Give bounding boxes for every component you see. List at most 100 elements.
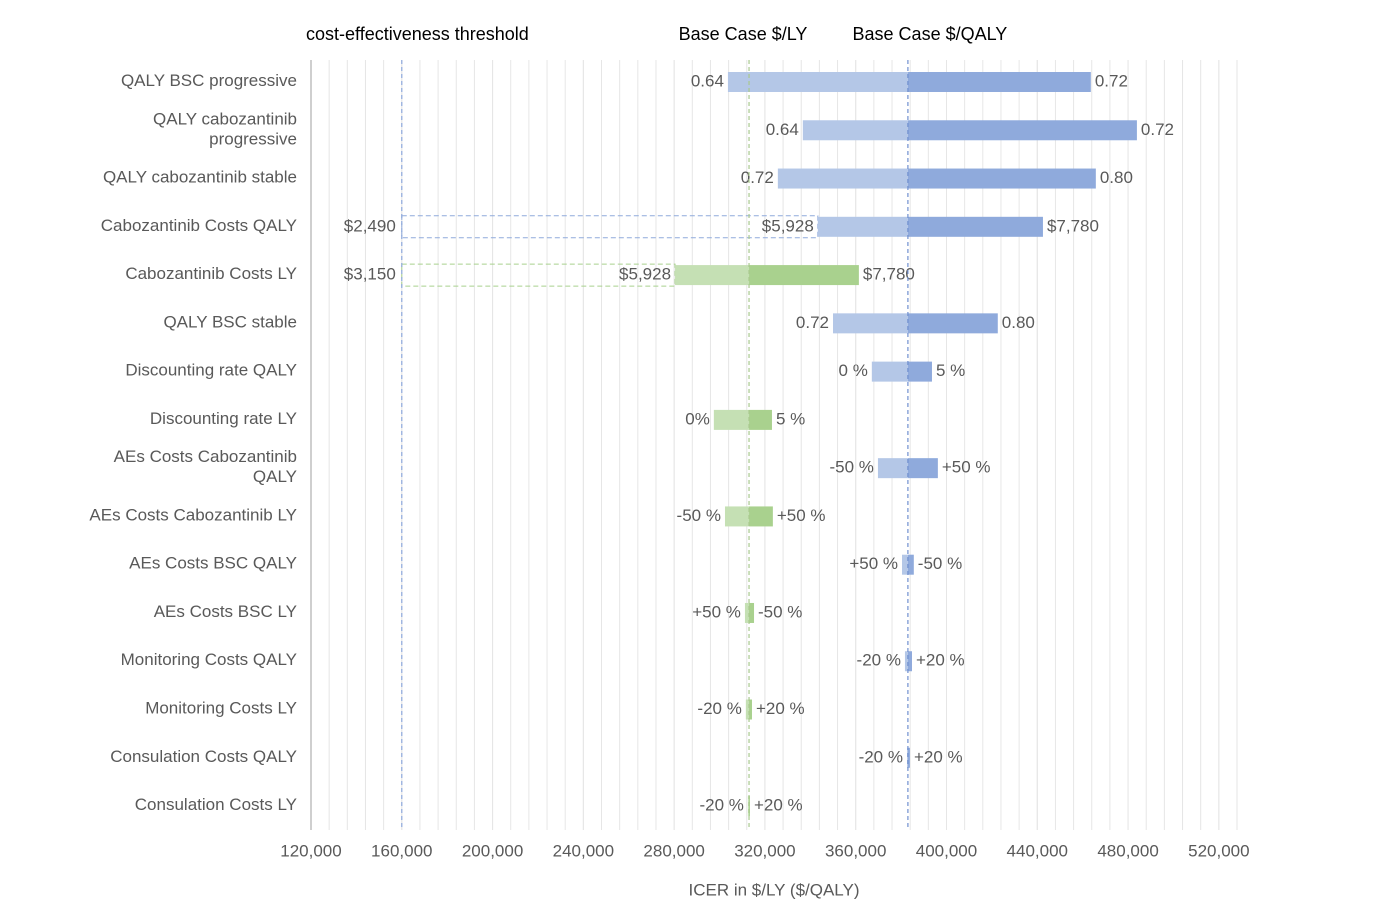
- category-label: Monitoring Costs LY: [145, 699, 297, 718]
- low-label: 0%: [685, 409, 710, 428]
- category-label: Consulation Costs QALY: [110, 747, 297, 766]
- high-label: 5 %: [776, 409, 805, 428]
- threshold-extension: [401, 263, 676, 287]
- threshold-title: cost-effectiveness threshold: [306, 24, 529, 44]
- low-bar: [817, 216, 908, 237]
- category-label-line: Consulation Costs QALY: [110, 747, 297, 766]
- category-label: QALY cabozantinib progressive: [153, 110, 297, 149]
- low-bar: [902, 554, 908, 575]
- low-label: 0 %: [839, 361, 868, 380]
- high-bar: [749, 602, 755, 623]
- low-bar: [744, 602, 750, 623]
- high-label: 0.80: [1100, 168, 1133, 187]
- high-label: 0.72: [1141, 120, 1174, 139]
- category-label: QALY BSC stable: [163, 313, 297, 332]
- low-bar: [877, 458, 908, 479]
- category-label: Discounting rate LY: [150, 409, 297, 428]
- low-label: 0.64: [691, 71, 724, 90]
- low-bar: [777, 168, 908, 189]
- category-label: Monitoring Costs QALY: [121, 651, 297, 670]
- low-bar: [906, 747, 908, 768]
- low-label: 0.64: [766, 120, 799, 139]
- high-bar: [749, 506, 773, 527]
- high-bar: [907, 72, 1091, 92]
- low-bar: [713, 409, 750, 430]
- high-bar: [749, 699, 752, 720]
- category-label-line: Cabozantinib Costs LY: [125, 265, 297, 284]
- category-label: QALY BSC progressive: [121, 71, 297, 90]
- low-label: 0.72: [741, 168, 774, 187]
- low-label: +50 %: [692, 602, 741, 621]
- high-label: +20 %: [756, 699, 805, 718]
- high-label: $7,780: [1047, 216, 1099, 235]
- low-label: -20 %: [699, 796, 743, 815]
- low-bar: [833, 313, 908, 334]
- high-bar: [907, 651, 912, 672]
- category-label-line: Consulation Costs LY: [135, 796, 297, 815]
- high-bar: [749, 265, 859, 286]
- high-label: +50 %: [942, 458, 991, 477]
- base-case-title: Base Case $/QALY: [853, 24, 1008, 44]
- low-label: $5,928: [619, 265, 671, 284]
- high-bar: [907, 216, 1043, 237]
- low-bar: [724, 506, 750, 527]
- category-label-line: QALY BSC progressive: [121, 71, 297, 90]
- high-bar: [907, 120, 1137, 141]
- low-label: -50 %: [677, 506, 721, 525]
- high-bar: [907, 554, 914, 575]
- x-tick-label: 520,000: [1188, 841, 1249, 860]
- category-label-line: Discounting rate QALY: [125, 361, 297, 380]
- high-label: -50 %: [758, 602, 802, 621]
- threshold-label: $2,490: [344, 216, 396, 235]
- base-case-title: Base Case $/LY: [679, 24, 808, 44]
- category-label: AEs Costs BSC LY: [154, 602, 297, 621]
- high-label: +20 %: [754, 796, 803, 815]
- x-tick-label: 160,000: [371, 841, 432, 860]
- low-bar: [675, 265, 750, 286]
- high-bar: [907, 313, 998, 334]
- high-label: +20 %: [914, 747, 963, 766]
- category-label-line: QALY cabozantinib: [153, 110, 297, 129]
- high-label: $7,780: [863, 265, 915, 284]
- category-label-line: AEs Costs Cabozantinib LY: [89, 506, 297, 525]
- high-bar: [907, 168, 1096, 189]
- x-tick-label: 400,000: [916, 841, 977, 860]
- low-bar: [802, 120, 908, 141]
- category-label: AEs Costs BSC QALY: [129, 554, 297, 573]
- low-label: 0.72: [796, 313, 829, 332]
- category-label: Cabozantinib Costs LY: [125, 265, 297, 284]
- category-label-line: Monitoring Costs QALY: [121, 651, 297, 670]
- category-label-line: QALY BSC stable: [163, 313, 297, 332]
- category-label-line: AEs Costs BSC QALY: [129, 554, 297, 573]
- category-label: AEs Costs Cabozantinib LY: [89, 506, 297, 525]
- low-bar: [745, 699, 750, 720]
- x-tick-label: 320,000: [734, 841, 795, 860]
- high-bar: [907, 458, 938, 479]
- category-label: AEs Costs Cabozantinib QALY: [114, 448, 297, 487]
- high-bar: [907, 747, 910, 768]
- low-label: -20 %: [697, 699, 741, 718]
- low-bar: [904, 651, 908, 672]
- high-bar: [749, 796, 750, 817]
- category-label-line: QALY cabozantinib stable: [103, 168, 297, 187]
- low-bar: [747, 796, 750, 817]
- category-label-line: AEs Costs Cabozantinib: [114, 448, 297, 467]
- low-label: -50 %: [830, 458, 874, 477]
- high-label: +50 %: [777, 506, 826, 525]
- low-label: +50 %: [849, 554, 898, 573]
- category-label-line: Cabozantinib Costs QALY: [101, 216, 297, 235]
- high-bar: [907, 361, 932, 382]
- low-bar: [871, 361, 908, 382]
- x-tick-label: 440,000: [1007, 841, 1068, 860]
- x-tick-label: 280,000: [643, 841, 704, 860]
- x-tick-label: 120,000: [280, 841, 341, 860]
- low-label: $5,928: [762, 216, 814, 235]
- x-tick-label: 480,000: [1097, 841, 1158, 860]
- low-bar: [727, 72, 908, 92]
- category-label: QALY cabozantinib stable: [103, 168, 297, 187]
- category-label-line: QALY: [253, 468, 297, 487]
- category-label: Consulation Costs LY: [135, 796, 297, 815]
- threshold-extension: [401, 215, 819, 239]
- high-label: 5 %: [936, 361, 965, 380]
